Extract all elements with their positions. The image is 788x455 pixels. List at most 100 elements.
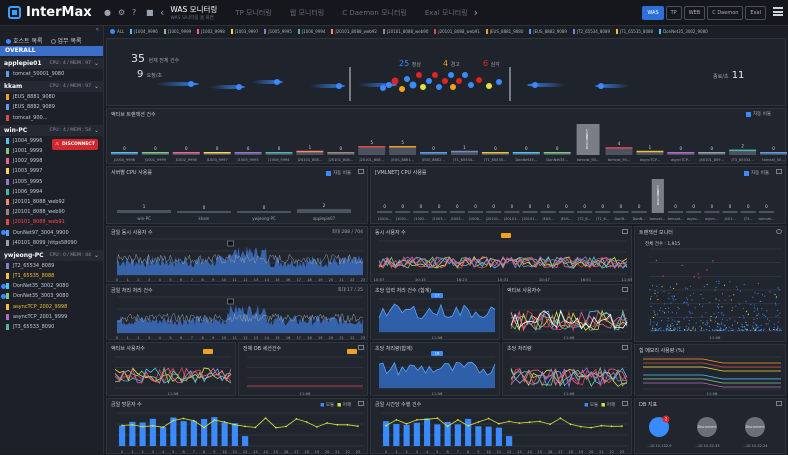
scatter-point — [666, 329, 668, 331]
x-tick-label: 17 — [297, 336, 301, 340]
lock-icon[interactable]: ■ — [146, 7, 154, 17]
agent-item[interactable]: JT3_65533_8090 — [0, 322, 103, 332]
agent-item[interactable]: J1001_9999 — [0, 146, 103, 156]
server-group-applepie01[interactable]: applepie01 CPU : 4 / MEM : 97 ⌄ — [0, 58, 103, 69]
server-group-win-PC[interactable]: win-PC CPU : 4 / MEM : 54 ⌄ — [0, 124, 103, 136]
agent-item[interactable]: J1003_9997 — [0, 166, 103, 176]
agent-item[interactable]: DonNet35_3002_9080 — [0, 281, 103, 291]
x-tick-label: 11:06 — [707, 391, 719, 396]
agent-item[interactable]: tomcat_900... — [0, 113, 103, 123]
scatter-point — [723, 314, 725, 316]
scatter-point — [737, 330, 739, 331]
server-cpu-auto-scale-checkbox[interactable]: 자동 비율 — [326, 170, 351, 176]
scatter-point — [737, 322, 739, 324]
expand-icon[interactable] — [776, 401, 782, 406]
settings-icon[interactable]: ⚙ — [118, 7, 126, 17]
brand-logo[interactable]: InterMax — [0, 5, 100, 20]
agent-item[interactable]: J20101_8088_web92 — [0, 197, 103, 207]
vm-cpu-auto-scale-checkbox[interactable]: 자동 비율 — [744, 170, 769, 176]
hamburger-menu-icon[interactable] — [773, 7, 783, 16]
agent-item[interactable]: J1004_9996 — [0, 136, 103, 146]
tab-tp-monitoring[interactable]: TP 모니터링 — [235, 8, 272, 17]
filter-agent[interactable]: JEUS_8881_9080 — [485, 29, 523, 34]
filter-agent[interactable]: J1004_9996 — [130, 29, 158, 34]
agent-item[interactable]: asyncTCP_2002_9998 — [0, 302, 103, 312]
filter-agent[interactable]: J1005_9995 — [264, 29, 292, 34]
filter-agent[interactable]: JT2_65534_8089 — [572, 29, 610, 34]
agent-item[interactable]: J20101_8088_web90 — [0, 207, 103, 217]
expand-icon[interactable] — [622, 287, 628, 292]
scatter-point — [741, 323, 743, 325]
chevron-down-icon[interactable]: ⌄ — [93, 251, 99, 259]
filter-agent[interactable]: JT1_65535_8088 — [616, 29, 653, 34]
filter-agent[interactable]: J20101_8088_web90 — [382, 29, 428, 34]
mode-tp-button[interactable]: TP — [665, 6, 682, 20]
agent-item[interactable]: J1005_9995 — [0, 177, 103, 187]
transaction-monitor-panel: 트랜잭션 모니터 전체 건수 : 1,915 11:06 — [634, 226, 786, 342]
agent-item[interactable]: JT2_65534_8089 — [0, 261, 103, 271]
mode-cdaemon-button[interactable]: C Daemon — [707, 6, 744, 20]
bar-value-label: 0 — [511, 204, 514, 209]
expand-icon[interactable] — [358, 401, 364, 406]
agent-item[interactable]: tomcat_50001_9080 — [0, 69, 103, 79]
bar-category-label: J1002... — [413, 217, 427, 221]
agent-name: J1005_9995 — [13, 178, 43, 185]
chevron-down-icon[interactable]: ⌄ — [93, 126, 99, 134]
collapse-sidebar-icon[interactable]: « — [95, 26, 99, 33]
tab-host-list[interactable]: 호스트 목록 — [6, 36, 43, 45]
tab-web-monitoring[interactable]: 웹 모니터링 — [289, 8, 325, 17]
expand-icon[interactable] — [776, 169, 782, 174]
filter-agent[interactable]: J20101_8088_web91 — [434, 29, 480, 34]
mode-was-button[interactable]: WAS — [642, 6, 664, 20]
filter-agent[interactable]: J1002_9998 — [197, 29, 225, 34]
agent-item[interactable]: J40101_8099_https58090 — [0, 238, 103, 248]
agent-item[interactable]: J1002_9998 — [0, 156, 103, 166]
expand-icon[interactable] — [622, 345, 628, 350]
agent-item[interactable]: JEUS_8881_9080 — [0, 92, 103, 102]
agent-item[interactable]: DonNet35_3003_9080 — [0, 291, 103, 301]
mode-switcher: WAS TP WEB C Daemon Exal — [642, 6, 766, 20]
filter-agent[interactable]: JEUS_8882_9089 — [529, 29, 567, 34]
db-session-chart: 11:06 — [247, 349, 363, 396]
filter-agent[interactable]: J1001_9999 — [163, 29, 191, 34]
bar-value-label: 1 — [463, 145, 466, 150]
yesterday-point — [244, 425, 247, 428]
tab-exal-monitoring[interactable]: Exal 모니터링 — [424, 8, 468, 17]
tab-cdaemon-monitoring[interactable]: C Daemon 모니터링 — [342, 8, 407, 17]
bar-value-label: 1 — [309, 145, 312, 150]
expand-icon[interactable] — [358, 169, 364, 174]
nav-next-icon[interactable]: › — [473, 6, 479, 19]
mode-exal-button[interactable]: Exal — [745, 6, 766, 20]
expand-icon[interactable] — [622, 229, 628, 234]
active-tx-auto-scale-checkbox[interactable]: 자동 비율 — [746, 111, 771, 117]
expand-icon[interactable] — [622, 401, 628, 406]
nav-prev-icon[interactable]: ‹ — [160, 6, 165, 19]
agent-item[interactable]: J1006_9994 — [0, 187, 103, 197]
agent-item[interactable]: DonNet97_3004_9900 — [0, 227, 103, 237]
scatter-point — [709, 318, 711, 320]
server-group-ywjeong-PC[interactable]: ywjeong-PC CPU : 0 / MEM : 44 ⌄ — [0, 249, 103, 261]
filter-agent[interactable]: J1003_9997 — [230, 29, 258, 34]
scatter-point — [690, 329, 692, 331]
filter-agent[interactable]: J1006_9994 — [297, 29, 325, 34]
agent-item[interactable]: JT1_65535_8088 — [0, 271, 103, 281]
filter-all[interactable]: ALL — [110, 29, 124, 34]
scatter-point — [746, 324, 748, 326]
tab-job-list[interactable]: 업무 목록 — [50, 36, 82, 45]
user-icon[interactable]: ● — [104, 7, 111, 17]
agent-item[interactable]: asyncTCP_2001_9999 — [0, 312, 103, 322]
chevron-down-icon[interactable]: ⌄ — [93, 83, 99, 91]
tab-was-monitoring[interactable]: WAS 모니터링 WAS 모니터링 홈 화면 — [170, 4, 217, 21]
help-icon[interactable]: ? — [132, 7, 137, 17]
agent-item[interactable]: JEUS_8882_9089 — [0, 102, 103, 112]
filter-agent[interactable]: J20101_8088_web92 — [331, 29, 377, 34]
tx-monitor-scatter[interactable]: 11:06 — [635, 227, 787, 343]
mode-web-button[interactable]: WEB — [683, 6, 706, 20]
agent-item[interactable]: J20101_8088_web91 — [0, 217, 103, 227]
expand-icon[interactable] — [358, 345, 364, 350]
server-group-kkam[interactable]: kkam CPU : 4 / MEM : 97 ⌄ — [0, 81, 103, 93]
overall-item[interactable]: OVERALL — [0, 46, 103, 56]
chevron-down-icon[interactable]: ⌄ — [93, 60, 99, 67]
refresh-icon[interactable] — [776, 229, 782, 234]
filter-agent[interactable]: DonNet35_3002_9080 — [659, 29, 708, 34]
